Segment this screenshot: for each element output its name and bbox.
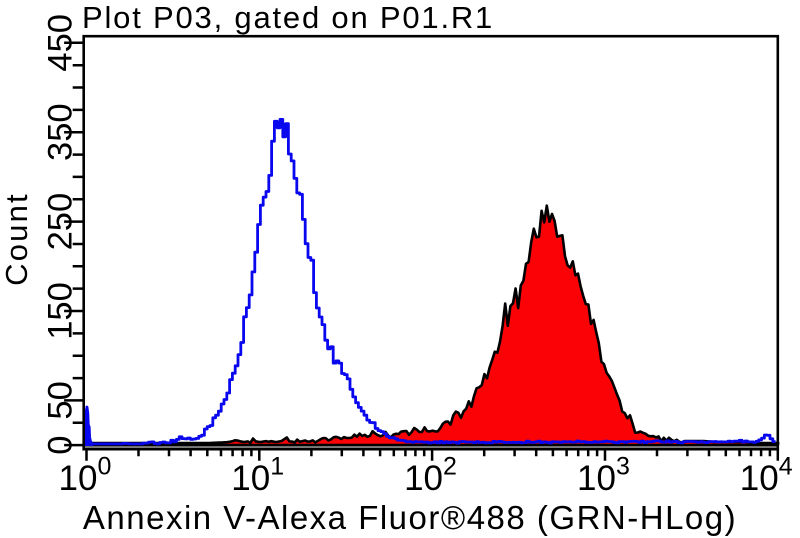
svg-text:Plot P03, gated on P01.R1: Plot P03, gated on P01.R1 xyxy=(82,0,494,35)
svg-text:101: 101 xyxy=(231,453,284,499)
svg-text:50: 50 xyxy=(42,381,80,419)
svg-text:250: 250 xyxy=(42,193,80,251)
svg-text:150: 150 xyxy=(42,282,80,340)
svg-text:Annexin V-Alexa Fluor®488 (GRN: Annexin V-Alexa Fluor®488 (GRN-HLog) xyxy=(83,499,737,536)
svg-text:0: 0 xyxy=(42,436,80,455)
svg-text:100: 100 xyxy=(59,453,112,499)
svg-text:Count: Count xyxy=(0,192,34,286)
svg-text:350: 350 xyxy=(42,103,80,161)
svg-text:450: 450 xyxy=(42,14,80,72)
